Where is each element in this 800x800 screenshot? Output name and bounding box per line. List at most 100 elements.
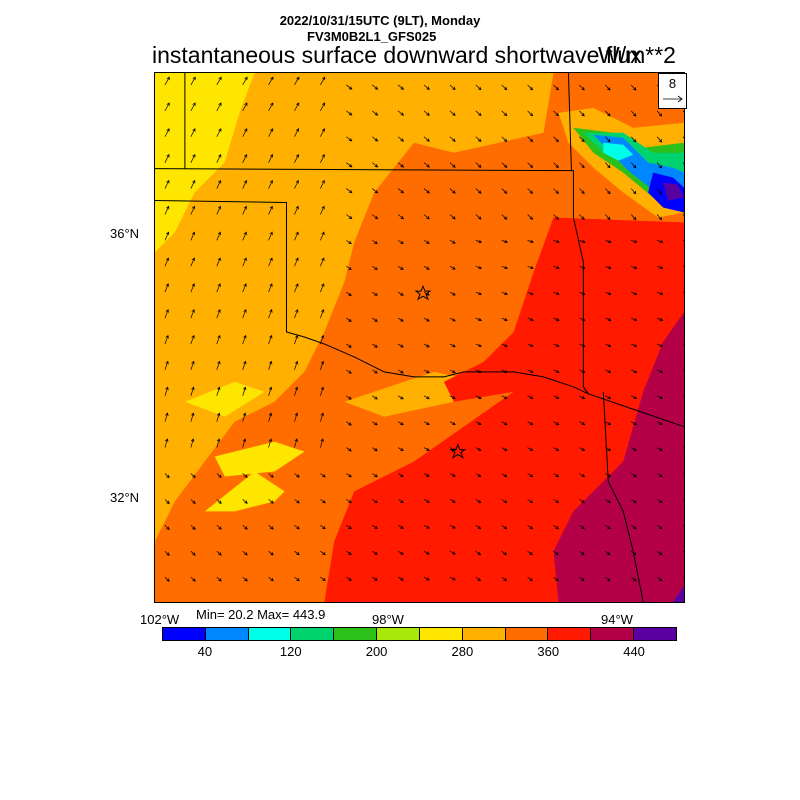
wind-arrow [190, 102, 196, 112]
wind-arrow [553, 499, 560, 504]
wind-arrow [320, 257, 325, 267]
vector-key-value: 8 [668, 76, 677, 91]
wind-arrow [164, 525, 170, 530]
wind-arrow [501, 550, 508, 556]
wind-arrow [320, 153, 325, 163]
wind-arrow [682, 369, 684, 371]
wind-arrow [294, 153, 299, 163]
wind-arrow [527, 110, 534, 117]
wind-arrow [501, 369, 508, 374]
wind-arrow [371, 214, 379, 220]
wind-arrow [682, 188, 684, 191]
wind-arrow [397, 84, 405, 90]
wind-arrow [527, 188, 534, 194]
wind-arrow [164, 473, 170, 479]
wind-arrow [527, 343, 534, 348]
wind-arrow [501, 136, 508, 143]
wind-arrow [216, 386, 221, 396]
wind-arrow [423, 395, 430, 400]
wind-arrow [320, 576, 326, 581]
wind-arrow [320, 334, 325, 345]
wind-arrow [268, 102, 274, 112]
wind-arrow [320, 499, 326, 504]
wind-arrow [320, 473, 326, 478]
wind-arrow [164, 412, 169, 422]
wind-arrow [216, 257, 221, 267]
wind-arrow [346, 136, 353, 142]
wind-arrow [656, 110, 663, 117]
colorbar-swatch [248, 628, 292, 640]
wind-arrow [527, 421, 534, 426]
wind-arrow [216, 499, 222, 504]
wind-arrow [656, 576, 663, 582]
wind-arrow [397, 421, 404, 426]
model-name-header: FV3M0B2L1_GFS025 [307, 29, 437, 44]
wind-arrow [190, 76, 196, 86]
wind-arrow [242, 576, 248, 582]
wind-arrow [190, 309, 195, 319]
wind-arrow [397, 136, 405, 142]
wind-arrow [630, 550, 637, 556]
wind-arrow [449, 317, 456, 322]
wind-arrow [371, 576, 378, 581]
wind-arrow [242, 473, 248, 478]
wind-arrow [242, 438, 247, 448]
wind-arrow [605, 343, 612, 348]
vector-key-box: 8 [658, 73, 687, 109]
cloud-cluster-ne [558, 107, 684, 218]
wind-arrow [501, 239, 509, 244]
wind-arrow [501, 395, 508, 399]
wind-arrow [423, 421, 430, 426]
wind-arrow [371, 395, 378, 400]
colorbar-swatch [591, 628, 635, 640]
wind-arrow [656, 343, 664, 348]
wind-arrow [268, 360, 273, 370]
wind-arrow [397, 343, 404, 348]
wind-arrow [242, 205, 247, 215]
wind-arrow [579, 84, 585, 91]
wind-arrow [579, 291, 586, 296]
wind-arrow [294, 76, 300, 86]
wind-arrow [579, 317, 586, 322]
wind-arrow [501, 473, 508, 478]
wind-arrow [682, 395, 684, 397]
wind-arrow [346, 214, 353, 220]
wind-arrow [346, 343, 352, 348]
wind-arrow [605, 188, 611, 195]
wind-arrow [449, 343, 456, 348]
darkred-region-east [553, 312, 684, 602]
wind-arrow [190, 438, 195, 448]
wind-arrow [682, 447, 684, 449]
wind-arrow [268, 499, 274, 504]
wind-arrow [656, 473, 663, 478]
wind-arrow [656, 291, 664, 296]
wind-arrow [397, 214, 405, 220]
wind-arrow [656, 525, 663, 530]
wind-arrow [475, 239, 483, 244]
wind-arrow [501, 265, 508, 270]
wind-arrow [605, 162, 611, 169]
wind-arrow [475, 84, 482, 91]
wind-arrow [527, 473, 534, 478]
wind-arrow [475, 525, 482, 530]
wind-arrow [242, 102, 248, 112]
wind-arrow [449, 576, 456, 581]
wind-arrow [631, 291, 638, 296]
wind-arrow [605, 395, 612, 399]
wind-arrow [190, 412, 195, 422]
wind-arrow [682, 162, 684, 165]
wind-arrow [216, 334, 221, 345]
wind-arrow [527, 550, 533, 556]
border-ks-ok [155, 168, 589, 395]
wind-arrow [268, 179, 273, 189]
wind-arrow [579, 188, 585, 195]
wind-arrow [320, 360, 325, 370]
colorbar-label: 280 [451, 644, 474, 659]
wind-arrow [475, 499, 482, 504]
wind-arrow [631, 421, 638, 426]
wind-arrow [553, 291, 560, 296]
wind-arrow [294, 438, 298, 448]
wind-arrow [371, 162, 379, 168]
wind-arrow [294, 473, 300, 478]
wind-arrow [268, 205, 273, 215]
